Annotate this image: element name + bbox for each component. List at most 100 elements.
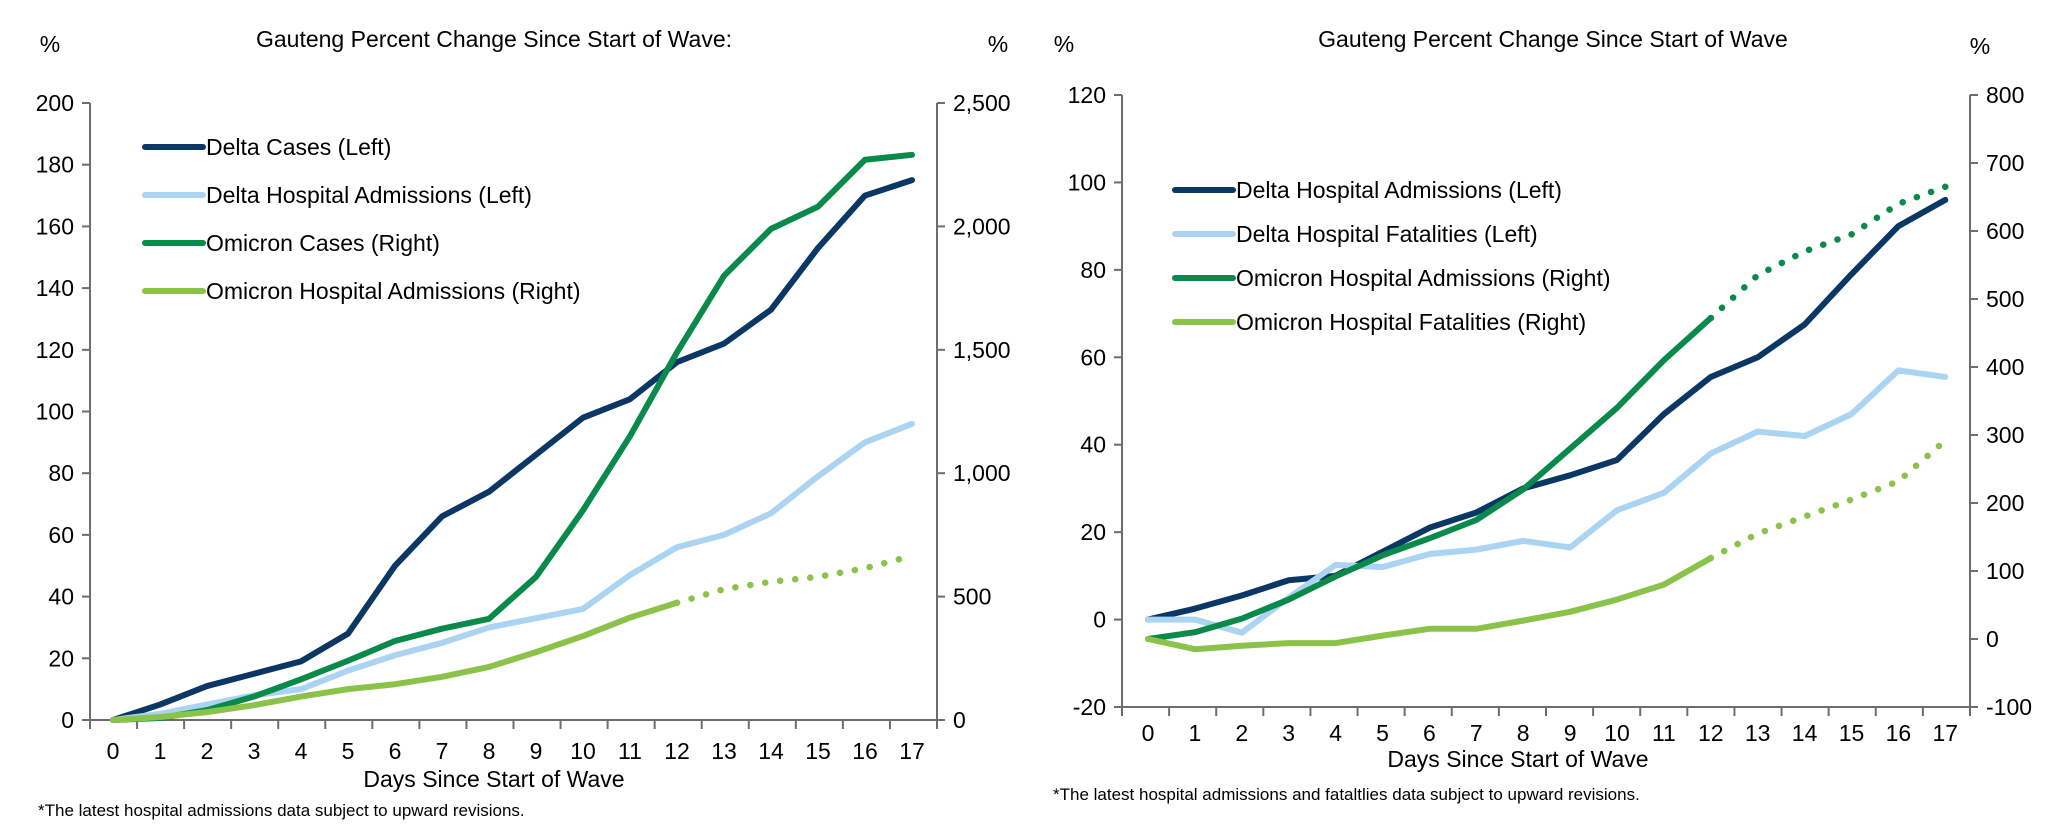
left-y-tick-label: 60 [48, 522, 74, 548]
right-chart-series [1145, 183, 1949, 653]
left-chart: % Gauteng Percent Change Since Start of … [36, 26, 1011, 820]
left-y-tick-label: 140 [36, 275, 74, 301]
x-tick-label: 3 [1282, 720, 1295, 746]
series-projection-4 [1707, 437, 1949, 562]
x-tick-label: 17 [1933, 720, 1959, 746]
x-tick-label: 12 [1698, 720, 1724, 746]
x-tick-label: 2 [201, 738, 214, 764]
x-tick-label: 16 [852, 738, 878, 764]
x-tick-label: 17 [899, 738, 925, 764]
legend-label: Delta Cases (Left) [206, 134, 391, 160]
legend-label: Delta Hospital Admissions (Left) [206, 182, 532, 208]
left-y-tick-label: 120 [36, 337, 74, 363]
series-line-4 [110, 599, 680, 723]
x-tick-label: 13 [1745, 720, 1771, 746]
x-tick-label: 8 [483, 738, 496, 764]
left-y-tick-label: 40 [1080, 432, 1106, 458]
x-tick-label: 7 [436, 738, 449, 764]
left-chart-left-unit: % [40, 31, 60, 57]
x-tick-label: 0 [1142, 720, 1155, 746]
x-tick-label: 5 [1376, 720, 1389, 746]
legend-label: Omicron Hospital Fatalities (Right) [1236, 309, 1586, 335]
x-tick-label: 11 [618, 738, 642, 764]
legend-label: Delta Hospital Admissions (Left) [1236, 177, 1562, 203]
right-y-tick-label: 200 [1986, 490, 2024, 516]
right-chart-axes: -20020406080100120-100010020030040050060… [1068, 82, 2032, 746]
left-y-tick-label: 0 [1093, 607, 1106, 633]
right-y-tick-label: 500 [953, 584, 991, 610]
x-tick-label: 13 [711, 738, 737, 764]
x-tick-label: 5 [342, 738, 355, 764]
x-tick-label: 16 [1886, 720, 1912, 746]
x-tick-label: 10 [570, 738, 596, 764]
legend-label: Omicron Hospital Admissions (Right) [206, 278, 581, 304]
series-line-3 [110, 151, 915, 723]
x-tick-label: 4 [1329, 720, 1342, 746]
series-line-4 [1145, 555, 1714, 653]
left-chart-title: Gauteng Percent Change Since Start of Wa… [256, 26, 732, 52]
right-y-tick-label: -100 [1986, 694, 2032, 720]
right-chart-legend: Delta Hospital Admissions (Left) Delta Ho… [1172, 177, 1611, 335]
left-chart-right-unit: % [988, 31, 1008, 57]
left-y-tick-label: 60 [1080, 344, 1106, 370]
x-tick-label: 3 [248, 738, 261, 764]
x-tick-label: 15 [1839, 720, 1865, 746]
legend-label: Omicron Cases (Right) [206, 230, 440, 256]
right-y-tick-label: 700 [1986, 150, 2024, 176]
series-line-2 [1145, 367, 1949, 636]
x-tick-label: 4 [295, 738, 308, 764]
left-chart-axes: 02040608010012014016018020005001,0001,50… [36, 90, 1011, 764]
right-y-tick-label: 300 [1986, 422, 2024, 448]
x-tick-label: 1 [1189, 720, 1202, 746]
left-chart-series [110, 151, 916, 723]
left-y-tick-label: 100 [36, 399, 74, 425]
left-chart-x-axis-title: Days Since Start of Wave [363, 766, 624, 792]
left-y-tick-label: 200 [36, 90, 74, 116]
legend-label: Omicron Hospital Admissions (Right) [1236, 265, 1611, 291]
right-y-tick-label: 2,500 [953, 90, 1011, 116]
x-tick-label: 7 [1470, 720, 1483, 746]
x-tick-label: 11 [1652, 720, 1676, 746]
series-line-2 [110, 420, 915, 723]
x-tick-label: 12 [664, 738, 690, 764]
series-line-3 [1145, 315, 1714, 642]
right-y-tick-label: 500 [1986, 286, 2024, 312]
right-chart-title: Gauteng Percent Change Since Start of Wa… [1318, 26, 1788, 52]
left-y-tick-label: 20 [48, 645, 74, 671]
right-chart-left-unit: % [1054, 31, 1074, 57]
left-y-tick-label: 160 [36, 213, 74, 239]
right-y-tick-label: 0 [953, 707, 966, 733]
series-projection-4 [673, 552, 916, 607]
left-y-tick-label: 40 [48, 584, 74, 610]
left-y-tick-label: 80 [1080, 257, 1106, 283]
left-y-tick-label: 100 [1068, 169, 1106, 195]
right-chart-x-axis-title: Days Since Start of Wave [1387, 746, 1648, 772]
right-y-tick-label: 2,000 [953, 213, 1011, 239]
right-y-tick-label: 1,000 [953, 460, 1011, 486]
left-y-tick-label: 120 [1068, 82, 1106, 108]
left-y-tick-label: 80 [48, 460, 74, 486]
right-chart: % Gauteng Percent Change Since Start of … [1053, 26, 2032, 804]
series-line-1 [1145, 196, 1949, 623]
x-tick-label: 6 [389, 738, 402, 764]
right-y-tick-label: 0 [1986, 626, 1999, 652]
right-y-tick-label: 800 [1986, 82, 2024, 108]
right-chart-footnote: *The latest hospital admissions and fata… [1053, 785, 1640, 804]
x-tick-label: 2 [1235, 720, 1248, 746]
left-y-tick-label: 20 [1080, 519, 1106, 545]
series-line-1 [110, 177, 915, 723]
right-y-tick-label: 600 [1986, 218, 2024, 244]
x-tick-label: 9 [1564, 720, 1577, 746]
x-tick-label: 8 [1517, 720, 1530, 746]
x-tick-label: 0 [107, 738, 120, 764]
x-tick-label: 1 [154, 738, 167, 764]
right-y-tick-label: 400 [1986, 354, 2024, 380]
x-tick-label: 14 [758, 738, 784, 764]
right-y-tick-label: 1,500 [953, 337, 1011, 363]
left-y-tick-label: -20 [1073, 694, 1106, 720]
x-tick-label: 10 [1604, 720, 1630, 746]
x-tick-label: 14 [1792, 720, 1818, 746]
right-chart-right-unit: % [1970, 33, 1990, 59]
legend-label: Delta Hospital Fatalities (Left) [1236, 221, 1538, 247]
